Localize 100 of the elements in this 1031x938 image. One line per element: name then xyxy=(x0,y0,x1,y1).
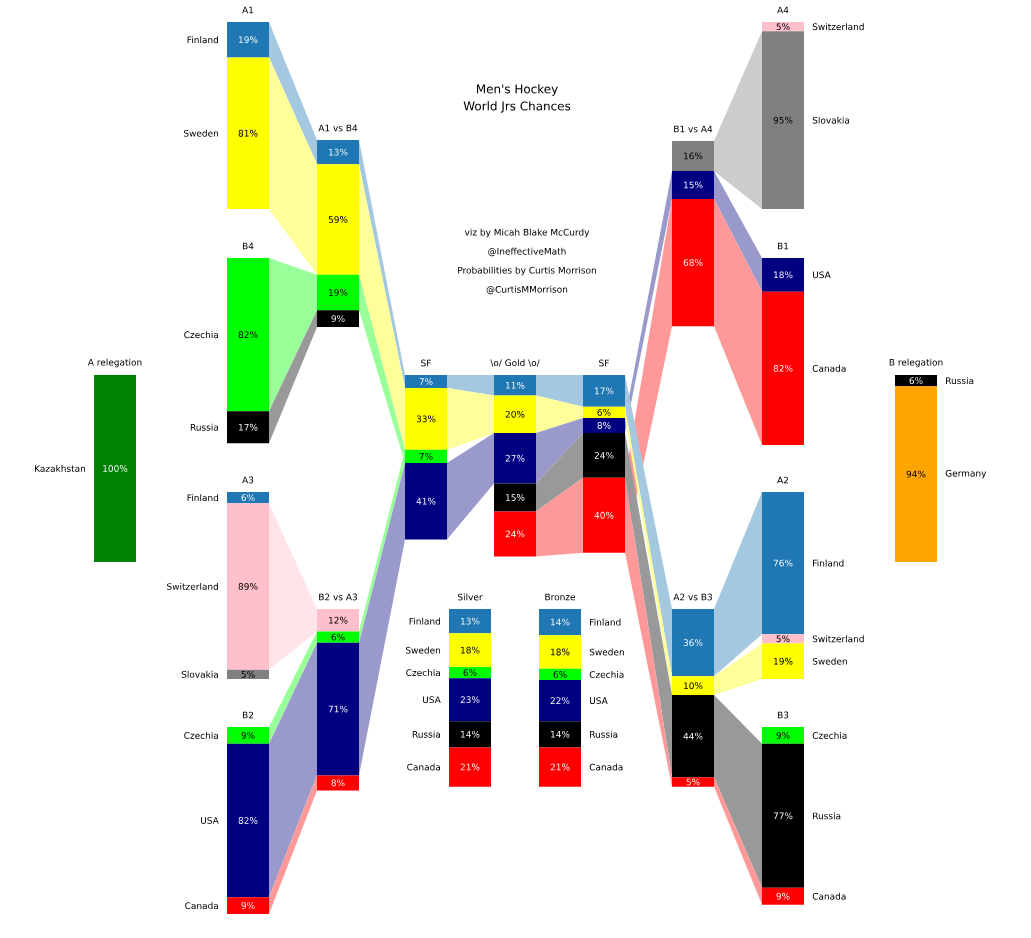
data-label: 6% xyxy=(463,669,477,676)
data-label: 40% xyxy=(594,511,614,519)
data-label: 71% xyxy=(328,705,348,713)
category-label: Russia xyxy=(190,423,219,431)
category-label: Sweden xyxy=(405,646,441,654)
category-label: Switzerland xyxy=(812,635,864,643)
data-label: 36% xyxy=(683,639,703,647)
text: B1 xyxy=(777,242,789,250)
category-label: Canada xyxy=(589,763,623,771)
text: A4 xyxy=(777,6,789,14)
data-label: 24% xyxy=(594,452,614,459)
category-label: Switzerland xyxy=(167,582,218,590)
text: SF xyxy=(421,359,431,367)
data-label: 10% xyxy=(684,682,703,690)
text: B2 xyxy=(242,711,254,719)
data-label: 5% xyxy=(776,23,790,31)
category-label: Canada xyxy=(812,892,846,900)
text: B1 vs A4 xyxy=(674,125,713,133)
data-label: 14% xyxy=(551,618,570,626)
data-label: 8% xyxy=(331,779,345,787)
data-label: 5% xyxy=(686,778,700,786)
category-label: Sweden xyxy=(183,129,219,137)
category-label: Czechia xyxy=(184,731,218,739)
data-label: 7% xyxy=(419,452,433,460)
text: A3 xyxy=(242,476,254,484)
text: A2 vs B3 xyxy=(673,593,712,601)
data-label: 14% xyxy=(461,730,480,738)
category-label: Finland xyxy=(187,494,218,502)
data-label: 18% xyxy=(774,271,793,279)
data-label: 23% xyxy=(460,696,480,704)
data-label: 6% xyxy=(597,409,611,416)
category-label: Sweden xyxy=(589,648,624,656)
data-label: 82% xyxy=(238,331,258,339)
data-label: 21% xyxy=(460,763,480,771)
category-label: Finland xyxy=(187,36,218,44)
text: \o/ Gold \o/ xyxy=(490,359,540,367)
category-label: Russia xyxy=(813,812,841,820)
category-label: Russia xyxy=(590,730,618,738)
text: B2 vs A3 xyxy=(319,593,357,601)
text: Bronze xyxy=(545,593,576,601)
text: A relegation xyxy=(87,358,142,368)
category-label: USA xyxy=(589,697,608,705)
category-label: Czechia xyxy=(812,731,847,739)
data-label: 20% xyxy=(505,410,525,418)
category-label: Canada xyxy=(185,902,218,910)
category-label: USA xyxy=(201,817,219,824)
data-label: 16% xyxy=(684,152,703,160)
category-label: Finland xyxy=(590,618,621,626)
category-label: Sweden xyxy=(812,657,847,665)
data-label: 6% xyxy=(553,671,567,678)
data-label: 9% xyxy=(241,732,255,739)
data-label: 11% xyxy=(506,381,525,389)
data-label: 12% xyxy=(329,616,348,624)
data-label: 77% xyxy=(773,812,793,820)
data-label: 89% xyxy=(238,583,258,590)
category-label: Slovakia xyxy=(812,116,850,124)
category-label: Czechia xyxy=(589,670,624,678)
category-label: Switzerland xyxy=(812,23,864,31)
text: A1 xyxy=(242,6,254,14)
data-label: 68% xyxy=(683,259,703,266)
category-label: Finland xyxy=(409,617,440,625)
category-label: Finland xyxy=(813,559,844,567)
data-label: 100% xyxy=(103,465,128,472)
data-label: 59% xyxy=(328,216,348,223)
text: World Jrs Chances xyxy=(463,101,571,113)
category-label: Canada xyxy=(812,364,846,372)
text: B relegation xyxy=(889,358,943,368)
data-label: 41% xyxy=(416,497,436,505)
text: @CurtisMMorrison xyxy=(486,285,568,295)
text: @IneffectiveMath xyxy=(488,247,566,257)
category-label: Czechia xyxy=(184,331,218,339)
text: Probabilities by Curtis Morrison xyxy=(458,266,596,276)
data-label: 19% xyxy=(239,36,258,44)
data-label: 82% xyxy=(238,817,258,824)
data-label: 18% xyxy=(551,648,570,656)
data-label: 21% xyxy=(550,763,570,771)
data-label: 22% xyxy=(550,697,570,705)
text: Silver xyxy=(458,593,483,601)
data-label: 33% xyxy=(416,415,436,423)
text: A1 vs B4 xyxy=(318,124,358,132)
data-label: 14% xyxy=(551,730,570,738)
data-label: 17% xyxy=(595,387,614,395)
data-label: 15% xyxy=(684,181,703,189)
text: SF xyxy=(599,359,609,367)
data-label: 19% xyxy=(774,657,793,665)
category-label: Russia xyxy=(412,730,441,738)
data-label: 44% xyxy=(683,732,703,740)
data-label: 5% xyxy=(241,670,255,678)
data-label: 9% xyxy=(776,732,790,739)
text: viz by Micah Blake McCurdy xyxy=(464,228,590,238)
data-label: 27% xyxy=(505,454,525,462)
category-label: USA xyxy=(423,696,441,704)
text: B4 xyxy=(242,242,254,250)
category-label: Russia xyxy=(946,377,974,385)
data-label: 13% xyxy=(329,148,348,156)
data-label: 13% xyxy=(461,617,480,625)
data-label: 6% xyxy=(909,377,923,384)
text: Men's Hockey xyxy=(476,84,558,96)
data-label: 94% xyxy=(906,470,926,478)
data-label: 17% xyxy=(239,423,258,431)
